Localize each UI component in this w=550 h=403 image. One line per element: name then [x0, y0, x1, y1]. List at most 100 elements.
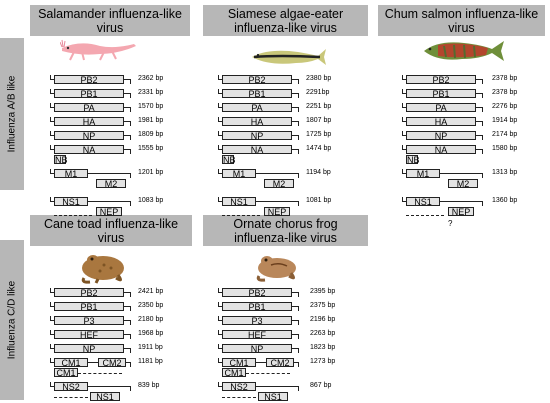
segment-end-tick	[50, 75, 51, 80]
segment-line	[218, 386, 298, 387]
segment-line	[402, 173, 482, 174]
sidebar-label: Influenza A/B like	[6, 75, 18, 153]
segment-length-label: 1555 bp	[138, 145, 164, 152]
segment-protein-box: NS1	[406, 197, 440, 207]
segment-end-tick	[298, 149, 299, 154]
segment-protein-box: PB2	[54, 288, 124, 298]
segment-end-tick	[218, 197, 219, 202]
segment-length-label: 2251 bp	[306, 103, 332, 110]
segment-end-tick	[482, 93, 483, 98]
segment-end-tick	[130, 201, 131, 206]
segment-end-tick	[218, 75, 219, 80]
segment-end-tick	[482, 173, 483, 178]
segment-end-tick	[218, 89, 219, 94]
segment-length-label: 2362 bp	[138, 75, 164, 82]
segment-end-tick	[298, 201, 299, 206]
segment-length-label: 1914 bp	[492, 117, 518, 124]
panel-title: Siamese algae-eater influenza-like virus	[227, 6, 344, 35]
segment-protein-box: HA	[406, 117, 476, 127]
segment-protein-box: M2	[96, 179, 126, 189]
segment-splice-dash	[406, 215, 444, 216]
segment-end-tick	[130, 362, 131, 367]
segment-end-tick	[218, 145, 219, 150]
segment-length-label: 1968 bp	[138, 330, 164, 337]
segment-end-tick	[130, 149, 131, 154]
segment-length-label: 1081 bp	[306, 197, 332, 204]
segment-end-tick	[298, 292, 299, 297]
segment-end-tick	[298, 173, 299, 178]
segment-end-tick	[50, 316, 51, 321]
segment-length-label: 2378 bp	[492, 75, 518, 82]
segment-end-tick	[130, 306, 131, 311]
segment-protein-box: NEP	[96, 207, 122, 217]
segment-end-tick	[50, 330, 51, 335]
segment-end-tick	[50, 288, 51, 293]
panel-header-salamander: Salamander influenza-like virus	[30, 5, 190, 36]
segment-end-tick	[130, 79, 131, 84]
segment-end-tick	[50, 131, 51, 136]
segment-protein-box: PB1	[54, 302, 124, 312]
segment-end-tick	[218, 344, 219, 349]
segment-end-tick	[218, 103, 219, 108]
segment-protein-box: CM1	[54, 368, 78, 378]
segment-protein-box: PB1	[222, 302, 292, 312]
segment-end-tick	[130, 107, 131, 112]
segment-end-tick	[482, 79, 483, 84]
segment-length-label: 1809 bp	[138, 131, 164, 138]
segment-end-tick	[130, 135, 131, 140]
segment-length-label: 1807 bp	[306, 117, 332, 124]
segment-end-tick	[402, 75, 403, 80]
segment-protein-box: NA	[406, 145, 476, 155]
segment-protein-box: PB1	[222, 89, 292, 99]
segment-end-tick	[50, 145, 51, 150]
segment-protein-box: NP	[54, 344, 124, 354]
segment-protein-box: NS2	[222, 382, 256, 392]
segment-protein-box: CM1	[222, 358, 256, 368]
segment-length-label: 1474 bp	[306, 145, 332, 152]
segment-end-tick	[130, 121, 131, 126]
segment-end-tick	[218, 117, 219, 122]
segment-protein-box: NB	[54, 155, 68, 165]
segment-protein-box: M1	[54, 169, 88, 179]
segment-end-tick	[298, 93, 299, 98]
segment-protein-box: HA	[54, 117, 124, 127]
segment-length-label: 2291bp	[306, 89, 330, 96]
segment-length-label: 1194 bp	[306, 169, 331, 176]
segment-line	[218, 201, 298, 202]
segment-line	[218, 362, 298, 363]
segment-end-tick	[402, 117, 403, 122]
segment-length-label: 1981 bp	[138, 117, 164, 124]
segment-end-tick	[50, 103, 51, 108]
segment-length-label: 2375 bp	[310, 302, 336, 309]
segment-end-tick	[298, 320, 299, 325]
segment-end-tick	[218, 316, 219, 321]
segment-end-tick	[50, 89, 51, 94]
segment-end-tick	[218, 382, 219, 387]
segment-end-tick	[298, 135, 299, 140]
segment-length-label: 1580 bp	[492, 145, 518, 152]
segment-end-tick	[298, 107, 299, 112]
segment-splice-dash	[54, 397, 88, 398]
segment-protein-box: NP	[222, 344, 292, 354]
segment-protein-box: PA	[54, 103, 124, 113]
salmon-icon	[424, 41, 504, 61]
sidebar-influenza-cd: Influenza C/D like	[0, 240, 24, 400]
segment-end-tick	[402, 89, 403, 94]
segment-protein-box: P3	[222, 316, 292, 326]
segment-length-label: 1360 bp	[492, 197, 518, 204]
segment-protein-box: PB1	[406, 89, 476, 99]
segment-splice-dash	[246, 373, 290, 374]
segment-length-label: 1725 bp	[306, 131, 332, 138]
segment-end-tick	[482, 201, 483, 206]
segment-length-label: 2276 bp	[492, 103, 518, 110]
segment-end-tick	[130, 292, 131, 297]
segment-protein-box: NP	[54, 131, 124, 141]
segment-protein-box: NEP	[264, 207, 290, 217]
segment-length-label: 2263 bp	[310, 330, 336, 337]
segment-protein-box: NS1	[222, 197, 256, 207]
segment-length-label: 1181 bp	[138, 358, 163, 365]
segment-line	[218, 173, 298, 174]
segment-line	[402, 201, 482, 202]
segment-length-label: 1273 bp	[310, 358, 336, 365]
toad-icon	[81, 255, 124, 284]
